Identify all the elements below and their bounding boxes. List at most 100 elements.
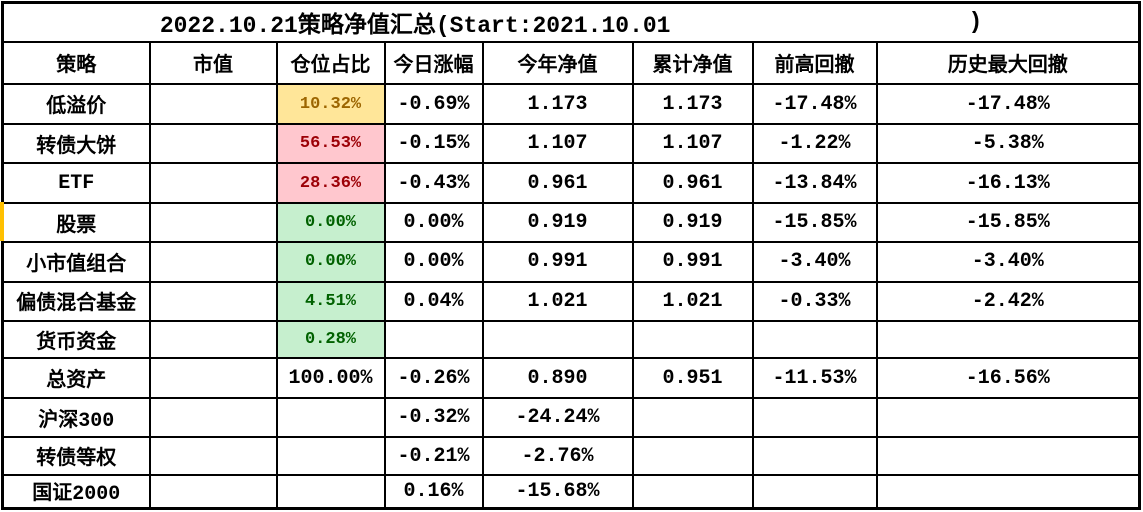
cell-today-change: 0.00%: [383, 201, 484, 244]
cell-today-change: -0.15%: [383, 122, 484, 165]
table-row: 股票 0.00% 0.00% 0.919 0.919 -15.85% -15.8…: [1, 201, 1141, 244]
cell-cumulative-nav: 1.107: [631, 122, 754, 165]
cell-max-drawdown: [875, 320, 1141, 360]
cell-market-value: [148, 436, 278, 476]
cell-drawdown-from-high: -1.22%: [751, 122, 878, 165]
cell-cumulative-nav: 0.951: [631, 357, 754, 399]
cell-drawdown-from-high: [751, 436, 878, 476]
table-row: ETF 28.36% -0.43% 0.961 0.961 -13.84% -1…: [1, 162, 1141, 204]
cell-strategy: 转债等权: [1, 436, 151, 476]
cell-strategy: 沪深300: [1, 396, 151, 439]
cell-strategy: 总资产: [1, 357, 151, 399]
col-header-max-drawdown: 历史最大回撤: [875, 40, 1141, 86]
cell-max-drawdown: -16.56%: [875, 357, 1141, 399]
cell-drawdown-from-high: [751, 396, 878, 439]
cell-ytd-nav: -2.76%: [481, 436, 634, 476]
col-header-today-change: 今日涨幅: [383, 40, 484, 86]
cell-max-drawdown: [875, 396, 1141, 439]
cell-drawdown-from-high: [751, 320, 878, 360]
cell-cumulative-nav: 0.991: [631, 241, 754, 283]
cell-ytd-nav: 1.021: [481, 280, 634, 323]
cell-drawdown-from-high: -13.84%: [751, 162, 878, 204]
cell-ytd-nav: -15.68%: [481, 473, 634, 510]
cell-market-value: [148, 162, 278, 204]
cell-position-ratio: 0.00%: [275, 201, 386, 244]
table-row: 总资产 100.00% -0.26% 0.890 0.951 -11.53% -…: [1, 357, 1141, 399]
cell-strategy: ETF: [1, 162, 151, 204]
cell-position-ratio: 0.28%: [275, 320, 386, 360]
cell-market-value: [148, 122, 278, 165]
row-accent-marker: [0, 202, 4, 241]
cell-position-ratio: 56.53%: [275, 122, 386, 165]
cell-cumulative-nav: [631, 396, 754, 439]
table-row: 货币资金 0.28%: [1, 320, 1141, 360]
cell-market-value: [148, 201, 278, 244]
cell-cumulative-nav: 0.919: [631, 201, 754, 244]
col-header-cumulative-nav: 累计净值: [631, 40, 754, 86]
cell-strategy: 股票: [1, 201, 151, 244]
cell-max-drawdown: -15.85%: [875, 201, 1141, 244]
col-header-position-ratio: 仓位占比: [275, 40, 386, 86]
cell-market-value: [148, 357, 278, 399]
table-row: 转债等权 -0.21% -2.76%: [1, 436, 1141, 476]
cell-strategy: 低溢价: [1, 83, 151, 125]
cell-today-change: 0.04%: [383, 280, 484, 323]
cell-strategy: 偏债混合基金: [1, 280, 151, 323]
cell-ytd-nav: -24.24%: [481, 396, 634, 439]
cell-max-drawdown: -16.13%: [875, 162, 1141, 204]
cell-drawdown-from-high: [751, 473, 878, 510]
cell-max-drawdown: -3.40%: [875, 241, 1141, 283]
col-header-market-value: 市值: [148, 40, 278, 86]
cell-ytd-nav: [481, 320, 634, 360]
col-header-drawdown-from-high: 前高回撤: [751, 40, 878, 86]
cell-position-ratio: [275, 473, 386, 510]
cell-position-ratio: 10.32%: [275, 83, 386, 125]
cell-ytd-nav: 0.890: [481, 357, 634, 399]
cell-ytd-nav: 1.107: [481, 122, 634, 165]
table-row: 小市值组合 0.00% 0.00% 0.991 0.991 -3.40% -3.…: [1, 241, 1141, 283]
cell-position-ratio: 0.00%: [275, 241, 386, 283]
title-row: 2022.10.21策略净值汇总(Start:2021.10.01 ): [1, 1, 1141, 43]
cell-cumulative-nav: [631, 473, 754, 510]
table-row: 沪深300 -0.32% -24.24%: [1, 396, 1141, 439]
table-row: 偏债混合基金 4.51% 0.04% 1.021 1.021 -0.33% -2…: [1, 280, 1141, 323]
cell-today-change: -0.43%: [383, 162, 484, 204]
cell-position-ratio: 28.36%: [275, 162, 386, 204]
cell-ytd-nav: 1.173: [481, 83, 634, 125]
table-row: 转债大饼 56.53% -0.15% 1.107 1.107 -1.22% -5…: [1, 122, 1141, 165]
cell-max-drawdown: -5.38%: [875, 122, 1141, 165]
cell-cumulative-nav: 0.961: [631, 162, 754, 204]
cell-cumulative-nav: [631, 436, 754, 476]
cell-ytd-nav: 0.961: [481, 162, 634, 204]
cell-max-drawdown: -2.42%: [875, 280, 1141, 323]
page-title-cell: 2022.10.21策略净值汇总(Start:2021.10.01 ): [1, 1, 1141, 43]
cell-market-value: [148, 396, 278, 439]
cell-drawdown-from-high: -11.53%: [751, 357, 878, 399]
cell-market-value: [148, 280, 278, 323]
cell-drawdown-from-high: -17.48%: [751, 83, 878, 125]
table-row: 国证2000 0.16% -15.68%: [1, 473, 1141, 510]
cell-today-change: -0.32%: [383, 396, 484, 439]
cell-strategy: 小市值组合: [1, 241, 151, 283]
cell-ytd-nav: 0.991: [481, 241, 634, 283]
cell-market-value: [148, 320, 278, 360]
cell-drawdown-from-high: -15.85%: [751, 201, 878, 244]
cell-market-value: [148, 473, 278, 510]
cell-drawdown-from-high: -3.40%: [751, 241, 878, 283]
cell-ytd-nav: 0.919: [481, 201, 634, 244]
table-row: 低溢价 10.32% -0.69% 1.173 1.173 -17.48% -1…: [1, 83, 1141, 125]
cell-today-change: 0.00%: [383, 241, 484, 283]
cell-strategy: 转债大饼: [1, 122, 151, 165]
table-header-row: 策略 市值 仓位占比 今日涨幅 今年净值 累计净值 前高回撤 历史最大回撤: [1, 40, 1141, 86]
cell-strategy: 国证2000: [1, 473, 151, 510]
cell-today-change: [383, 320, 484, 360]
cell-max-drawdown: -17.48%: [875, 83, 1141, 125]
title-close-paren: ): [968, 9, 983, 36]
cell-position-ratio: 4.51%: [275, 280, 386, 323]
cell-max-drawdown: [875, 436, 1141, 476]
cell-drawdown-from-high: -0.33%: [751, 280, 878, 323]
cell-cumulative-nav: [631, 320, 754, 360]
cell-strategy: 货币资金: [1, 320, 151, 360]
